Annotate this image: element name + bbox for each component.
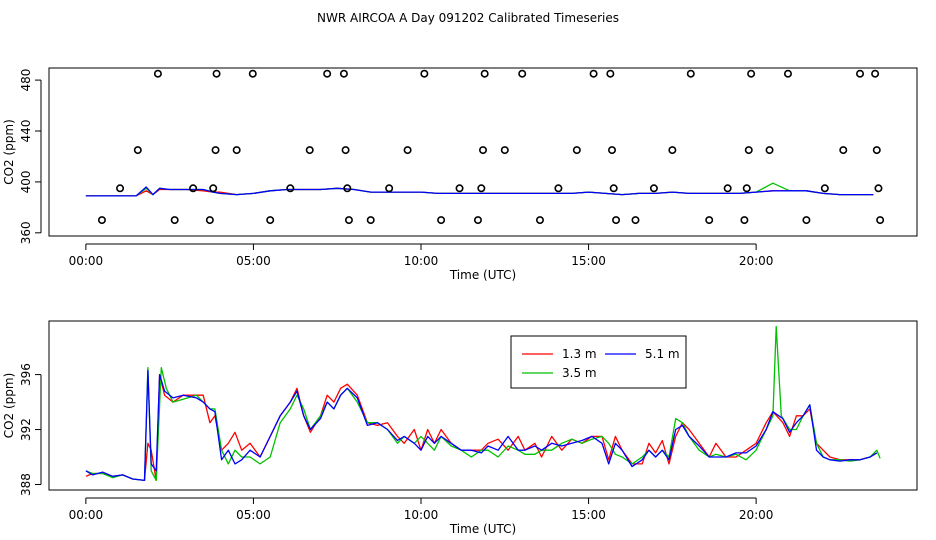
y-tick-label: 400 (19, 170, 33, 193)
bottom-panel-line: 00:00 05:00 10:00 15:00 20:00 388 392 396 Time (… (2, 320, 918, 536)
data-point-marker (783, 69, 792, 78)
data-point-marker (631, 216, 640, 225)
series-line (85, 373, 878, 482)
data-point-marker (305, 146, 314, 155)
data-point-marker (686, 69, 695, 78)
y-axis-label: CO2 (ppm) (2, 373, 16, 439)
x-tick-label: 10:00 (404, 254, 439, 268)
data-point-marker (477, 184, 486, 193)
data-point-marker (116, 184, 125, 193)
data-point-marker (668, 146, 677, 155)
y-tick-label: 360 (19, 221, 33, 244)
data-point-marker (189, 184, 198, 193)
data-point-marker (344, 216, 353, 225)
data-point-marker (500, 146, 509, 155)
legend-label: 1.3 m (562, 347, 597, 361)
data-point-marker (473, 216, 482, 225)
x-tick-label: 15:00 (571, 508, 606, 522)
data-point-marker (455, 184, 464, 193)
x-tick-label: 20:00 (739, 508, 774, 522)
data-point-marker (323, 69, 332, 78)
data-point-marker (802, 216, 811, 225)
figure-title: NWR AIRCOA A Day 091202 Calibrated Times… (317, 11, 619, 25)
data-point-marker (212, 69, 221, 78)
data-point-marker (170, 216, 179, 225)
series-line (85, 325, 881, 482)
data-point-marker (97, 216, 106, 225)
y-tick-label: 480 (19, 69, 33, 92)
data-point-marker (341, 146, 350, 155)
data-point-marker (209, 184, 218, 193)
data-point-marker (554, 184, 563, 193)
data-point-marker (437, 216, 446, 225)
x-tick-label: 05:00 (236, 254, 271, 268)
data-point-marker (403, 146, 412, 155)
data-point-marker (339, 69, 348, 78)
data-point-marker (366, 216, 375, 225)
data-point-marker (744, 146, 753, 155)
data-point-marker (876, 216, 885, 225)
y-axis-label: CO2 (ppm) (2, 119, 16, 185)
data-point-marker (765, 146, 774, 155)
data-point-marker (478, 146, 487, 155)
data-point-marker (872, 146, 881, 155)
data-point-marker (205, 216, 214, 225)
y-tick-label: 440 (19, 120, 33, 143)
data-point-marker (606, 69, 615, 78)
y-tick-label: 388 (19, 473, 33, 496)
data-point-marker (839, 146, 848, 155)
data-point-marker (518, 69, 527, 78)
data-point-marker (740, 216, 749, 225)
legend-label: 5.1 m (645, 347, 680, 361)
data-point-marker (480, 69, 489, 78)
data-point-marker (153, 69, 162, 78)
data-point-marker (286, 184, 295, 193)
x-tick-label: 00:00 (69, 254, 104, 268)
x-axis-label: Time (UTC) (449, 522, 516, 536)
data-point-marker (133, 146, 142, 155)
y-tick-label: 392 (19, 418, 33, 441)
plot-frame (48, 320, 918, 491)
data-point-marker (612, 216, 621, 225)
data-point-marker (609, 184, 618, 193)
plot-frame (48, 67, 918, 237)
data-point-marker (856, 69, 865, 78)
top-panel-scatter: 00:00 05:00 10:00 15:00 20:00 360 400 440 480 Tim… (2, 67, 918, 282)
x-axis-label: Time (UTC) (449, 268, 516, 282)
data-point-marker (385, 184, 394, 193)
data-point-marker (589, 69, 598, 78)
x-tick-label: 20:00 (739, 254, 774, 268)
data-point-marker (572, 146, 581, 155)
data-point-marker (266, 216, 275, 225)
y-tick-label: 396 (19, 363, 33, 386)
legend-box (510, 335, 687, 389)
data-point-marker (874, 184, 883, 193)
x-tick-label: 10:00 (404, 508, 439, 522)
data-point-marker (649, 184, 658, 193)
data-point-marker (747, 69, 756, 78)
series-line (85, 369, 878, 482)
x-tick-label: 05:00 (236, 508, 271, 522)
data-point-marker (248, 69, 257, 78)
data-point-marker (232, 146, 241, 155)
data-point-marker (871, 69, 880, 78)
data-point-marker (723, 184, 732, 193)
data-point-marker (820, 184, 829, 193)
series-line (85, 186, 874, 197)
data-point-marker (535, 216, 544, 225)
data-point-marker (608, 146, 617, 155)
data-point-marker (742, 184, 751, 193)
data-point-marker (211, 146, 220, 155)
legend: 1.3 m 3.5 m 5.1 m (510, 335, 687, 389)
x-tick-label: 00:00 (69, 508, 104, 522)
data-point-marker (343, 184, 352, 193)
legend-label: 3.5 m (562, 366, 597, 380)
x-tick-label: 15:00 (571, 254, 606, 268)
data-point-marker (420, 69, 429, 78)
data-point-marker (705, 216, 714, 225)
